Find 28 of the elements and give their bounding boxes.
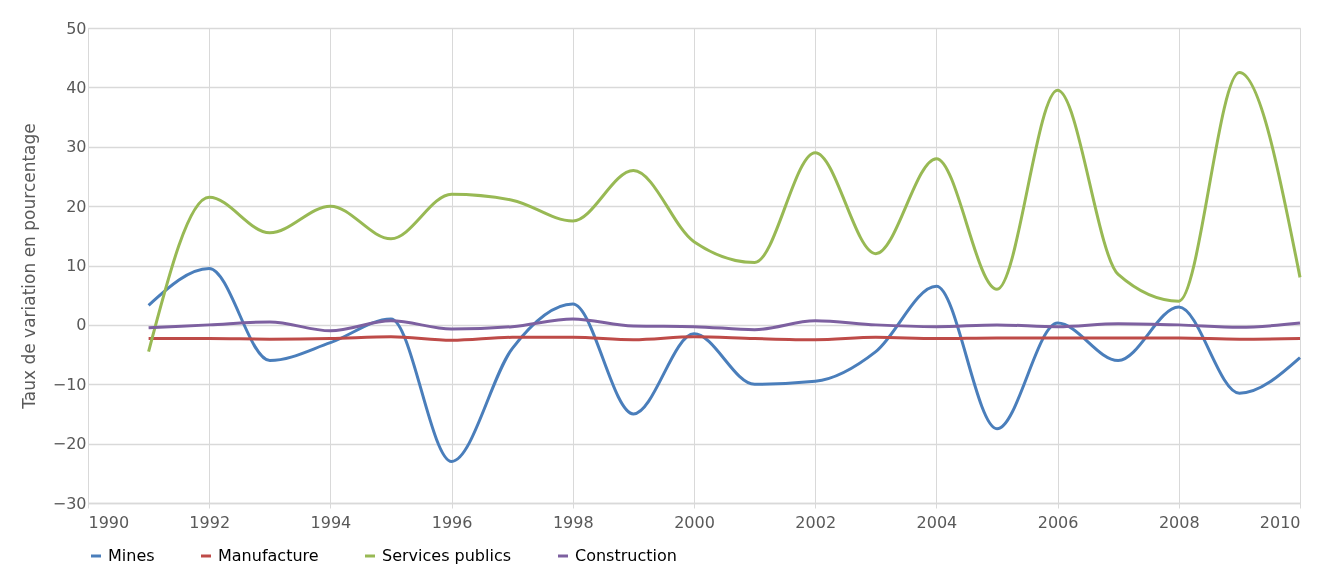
legend-label: Manufacture [218, 546, 319, 565]
y-tick-label: −20 [52, 434, 87, 454]
x-tick-label: 2008 [1158, 512, 1200, 532]
legend-label: Construction [575, 546, 677, 565]
x-tick-label: 2010 [1259, 512, 1301, 532]
x-tick-label: 1996 [431, 512, 473, 532]
x-tick-label: 1990 [88, 512, 130, 532]
x-tick-label: 1992 [189, 512, 231, 532]
x-tick-label: 2000 [674, 512, 715, 532]
y-tick-label: 10 [66, 256, 87, 275]
y-tick-label: 20 [66, 196, 87, 216]
line-series [147, 317, 1302, 333]
x-tick-label: 1994 [310, 512, 352, 532]
line-series [147, 266, 1302, 463]
x-tick-label: 2004 [916, 512, 958, 532]
y-axis-title: Taux de variation en pourcentage [18, 123, 39, 410]
legend-label: Mines [108, 546, 155, 565]
line-series [147, 71, 1302, 354]
y-tick-label: 0 [76, 315, 87, 335]
legend-label: Services publics [382, 546, 512, 565]
y-tick-label: −30 [52, 493, 87, 513]
y-tick-label: 30 [66, 137, 87, 157]
y-tick-label: 50 [66, 18, 87, 38]
x-tick-label: 2002 [795, 512, 837, 532]
y-tick-label: −10 [52, 374, 87, 394]
x-tick-label: 2006 [1037, 512, 1079, 532]
y-tick-label: 40 [66, 77, 87, 97]
x-tick-label: 1998 [552, 512, 594, 532]
